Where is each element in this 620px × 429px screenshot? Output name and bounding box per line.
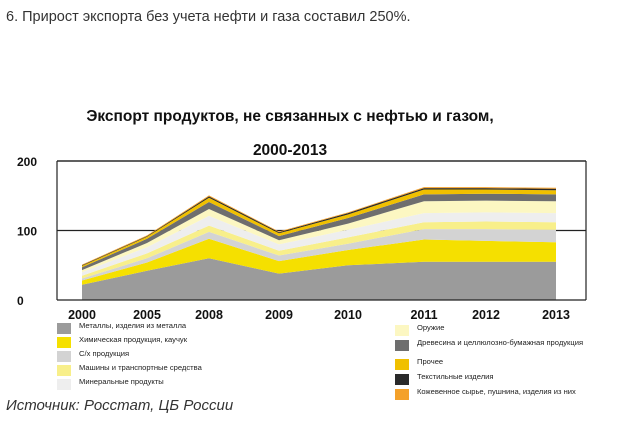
area-series-5 xyxy=(82,212,556,276)
legend-label: Минеральные продукты xyxy=(79,377,164,386)
x-tick-label-2011: 2011 xyxy=(410,308,437,322)
legend-label: Машины и транспортные средства xyxy=(79,363,202,372)
legend-swatch xyxy=(57,337,71,348)
y-tick-label-100: 100 xyxy=(17,225,37,239)
legend-left-column: Металлы, изделия из металла Химическая пр… xyxy=(57,321,202,392)
x-tick-label-2013: 2013 xyxy=(542,308,570,322)
x-tick-labels: 2000 2005 2008 2009 2010 2011 2012 2013 xyxy=(68,308,570,322)
chart-subtitle: 2000-2013 xyxy=(252,142,328,159)
area-series-4 xyxy=(82,221,556,279)
legend-item: Текстильные изделия xyxy=(395,372,583,388)
legend-item: Оружие xyxy=(395,323,583,339)
legend-swatch xyxy=(57,379,71,390)
x-tick-label-2009: 2009 xyxy=(265,308,293,322)
y-tick-labels: 0 100 200 xyxy=(17,155,37,308)
legend-item: Машины и транспортные средства xyxy=(57,363,202,378)
chart-title: Экспорт продуктов, не связанных с нефтью… xyxy=(86,108,494,125)
legend-swatch xyxy=(395,389,409,400)
legend-swatch xyxy=(395,359,409,370)
legend-item: Прочее xyxy=(395,357,583,373)
legend-label: Прочее xyxy=(417,357,444,366)
legend-swatch xyxy=(57,365,71,376)
legend-label: Древесина и целлюлозно-бумажная продукци… xyxy=(417,338,584,347)
x-tick-label-2012: 2012 xyxy=(472,308,500,322)
area-series-1 xyxy=(82,258,556,300)
area-series-group xyxy=(82,187,556,300)
legend-item: Минеральные продукты xyxy=(57,377,202,392)
legend-swatch xyxy=(395,340,409,351)
y-tick-label-0: 0 xyxy=(17,294,24,308)
area-series-6 xyxy=(82,200,556,273)
legend-item: Древесина и целлюлозно-бумажная продукци… xyxy=(395,338,584,358)
legend-label: Кожевенное сырье, пушнина, изделия из ни… xyxy=(417,387,576,396)
area-series-7 xyxy=(82,193,556,271)
area-series-2 xyxy=(82,238,556,285)
legend-swatch xyxy=(395,374,409,385)
legend-item: Химическая продукция, каучук xyxy=(57,335,202,350)
legend-swatch xyxy=(395,325,409,336)
axes xyxy=(56,160,587,301)
legend-swatch xyxy=(57,323,71,334)
legend-label: Текстильные изделия xyxy=(417,372,494,381)
legend-item: С/х продукция xyxy=(57,349,202,364)
legend-label: Металлы, изделия из металла xyxy=(79,321,187,330)
legend-label: Химическая продукция, каучук xyxy=(79,335,188,344)
legend-label: С/х продукция xyxy=(79,349,130,358)
x-tick-label-2008: 2008 xyxy=(195,308,223,322)
legend-swatch xyxy=(57,351,71,362)
y-tick-label-200: 200 xyxy=(17,155,37,169)
legend-right-column: Оружие Древесина и целлюлозно-бумажная пр… xyxy=(395,323,584,407)
page-heading: 6. Прирост экспорта без учета нефти и га… xyxy=(6,9,411,25)
legend-item: Металлы, изделия из металла xyxy=(57,321,202,336)
x-tick-label-2000: 2000 xyxy=(68,308,96,322)
x-tick-label-2005: 2005 xyxy=(133,308,161,322)
legend-label: Оружие xyxy=(417,323,445,332)
source-note: Источник: Росстат, ЦБ России xyxy=(6,397,234,414)
area-series-3 xyxy=(82,229,556,281)
x-tick-label-2010: 2010 xyxy=(334,308,362,322)
legend-item: Кожевенное сырье, пушнина, изделия из ни… xyxy=(395,387,583,407)
